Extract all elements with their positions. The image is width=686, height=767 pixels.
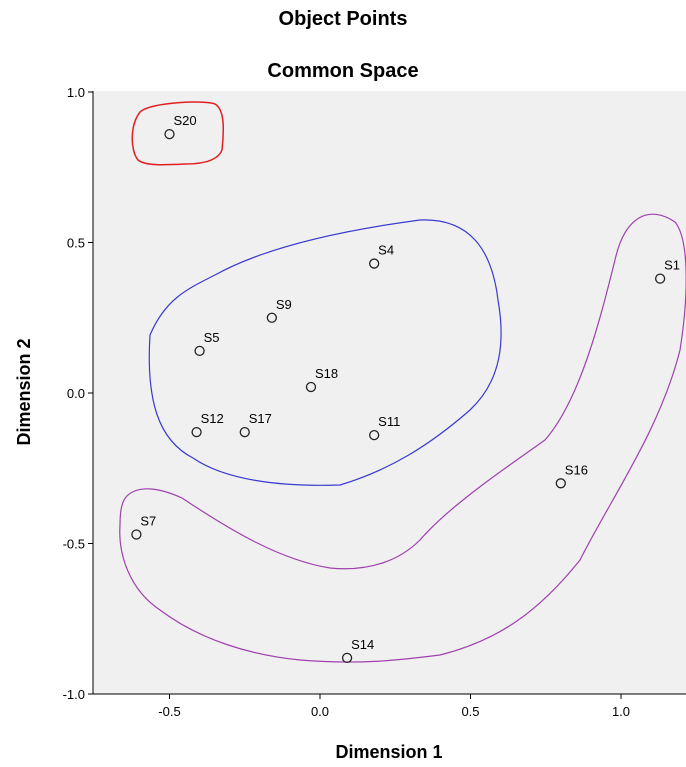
y-ticks: 1.0 0.5 0.0 -0.5 -1.0 (63, 85, 93, 702)
point-label-s9: S9 (276, 297, 292, 312)
data-point-s17 (239, 426, 250, 438)
point-label-s14: S14 (351, 637, 374, 652)
data-point-s18 (305, 381, 317, 393)
point-label-s11: S11 (378, 414, 400, 429)
point-label-s12: S12 (201, 411, 224, 426)
y-tick-label: 0.5 (67, 236, 85, 251)
x-tick-label: 0.0 (311, 704, 329, 719)
point-label-s5: S5 (204, 330, 220, 345)
y-tick-label: -0.5 (63, 537, 85, 552)
group-outline-blue (148, 219, 502, 486)
data-point-s14 (341, 652, 353, 664)
point-label-s7: S7 (140, 513, 156, 528)
data-point-s12 (191, 426, 202, 438)
data-point-s20 (164, 128, 175, 140)
x-tick-label: 0.5 (461, 704, 479, 719)
data-point-s11 (369, 429, 380, 441)
data-points: S20 S4 S1 S9 S5 S18 S12 S17 S11 S16 S7 S14 (131, 113, 680, 664)
x-ticks: -0.5 0.0 0.5 1.0 (158, 694, 630, 719)
point-label-s18: S18 (315, 366, 338, 381)
x-tick-label: -0.5 (158, 704, 180, 719)
point-label-s20: S20 (174, 113, 197, 128)
y-tick-label: 1.0 (67, 85, 85, 100)
x-axis-title: Dimension 1 (335, 742, 442, 762)
data-point-s1 (654, 273, 666, 284)
point-label-s4: S4 (378, 243, 394, 258)
data-point-s9 (266, 312, 277, 323)
data-point-s7 (131, 529, 142, 540)
chart-subtitle: Common Space (267, 60, 419, 82)
point-label-s16: S16 (565, 462, 588, 477)
y-tick-label: 0.0 (67, 386, 85, 401)
x-tick-label: 1.0 (612, 704, 630, 719)
data-point-s4 (369, 258, 380, 269)
y-axis-title: Dimension 2 (14, 338, 34, 445)
point-label-s17: S17 (249, 411, 272, 426)
group-outline-red (131, 101, 225, 166)
point-label-s1: S1 (664, 258, 680, 273)
data-point-s16 (555, 478, 566, 489)
plot-area (93, 91, 686, 694)
y-tick-label: -1.0 (63, 687, 85, 702)
chart-title: Object Points (278, 8, 408, 30)
data-point-s5 (194, 345, 205, 357)
